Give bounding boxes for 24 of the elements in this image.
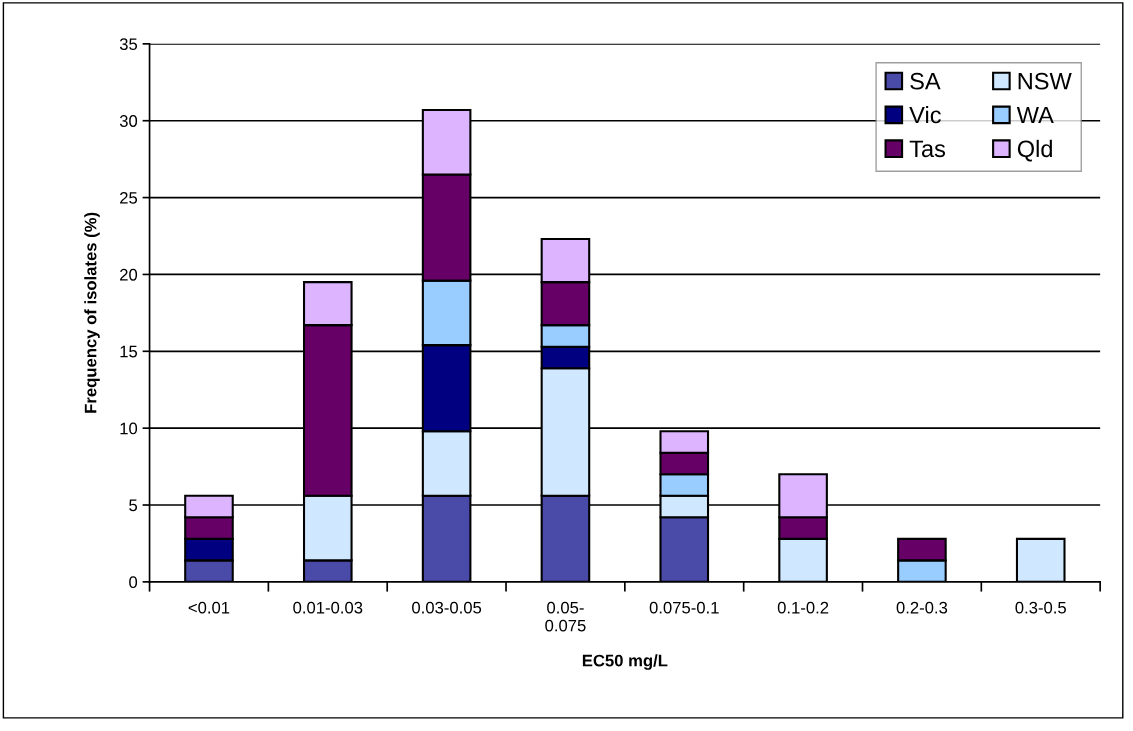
legend-label: Qld — [1017, 139, 1052, 162]
legend-label: WA — [1016, 106, 1054, 124]
x-tick-label: 0.1-0.2 — [777, 601, 829, 614]
x-tick-label: <0.01 — [188, 601, 230, 614]
x-tick-label: 0.075-0.1 — [649, 601, 719, 614]
x-tick-label: 0.03-0.05 — [412, 601, 482, 614]
y-tick-label: 30 — [119, 115, 138, 127]
legend-label: Tas — [909, 140, 946, 158]
legend-label: SA — [910, 72, 941, 90]
y-tick-label: 0 — [129, 576, 138, 589]
y-tick-label: 15 — [120, 345, 138, 358]
y-tick-label: 25 — [120, 191, 138, 204]
y-tick-label: 5 — [129, 499, 138, 512]
x-tick-label: 0.2-0.3 — [896, 601, 948, 614]
legend-label: Vic — [909, 106, 941, 124]
x-tick-label: 0.3-0.5 — [1015, 601, 1066, 614]
x-tick-label: 0.01-0.03 — [293, 601, 363, 614]
y-axis-title: Frequency of isolates (%) — [84, 212, 100, 413]
y-tick-label: 35 — [119, 38, 138, 51]
y-tick-label: 20 — [120, 268, 138, 281]
y-tick-label: 10 — [120, 422, 138, 435]
legend-label: NSW — [1018, 72, 1072, 90]
x-axis-title: EC50 mg/L — [582, 654, 668, 670]
x-tick-label: 0.05-0.075 — [545, 601, 586, 632]
